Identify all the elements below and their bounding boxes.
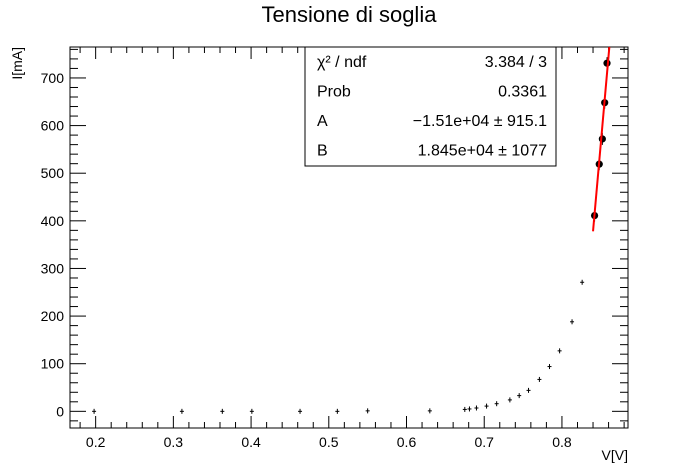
x-tick-label: 0.6	[397, 434, 417, 450]
data-point	[427, 408, 432, 414]
stats-value: 3.384 / 3	[485, 54, 547, 71]
stats-label: Prob	[317, 84, 351, 101]
stats-box-border	[304, 46, 557, 167]
x-tick-label: 0.5	[319, 434, 339, 450]
data-point	[580, 279, 585, 285]
data-point	[557, 348, 562, 354]
x-tick-label: 0.3	[164, 434, 184, 450]
stats-label: A	[317, 113, 328, 130]
y-tick-label: 600	[41, 118, 65, 134]
fit-curve	[592, 46, 611, 232]
data-point	[249, 408, 254, 414]
data-point	[526, 387, 531, 393]
data-point	[462, 406, 467, 412]
y-tick-label: 100	[41, 356, 65, 372]
x-tick-label: 0.4	[241, 434, 261, 450]
data-point	[179, 408, 184, 414]
data-point	[537, 376, 542, 382]
data-point	[570, 319, 575, 325]
data-point	[298, 408, 303, 414]
stats-value: −1.51e+04 ± 915.1	[413, 113, 547, 130]
data-point	[547, 364, 552, 370]
data-point	[474, 405, 479, 411]
data-point	[220, 408, 225, 414]
stats-box: χ² / ndf 3.384 / 3 Prob 0.3361 A −1.51e+04 ± …	[304, 46, 557, 167]
stats-value: 1.845e+04 ± 1077	[418, 143, 547, 160]
x-axis: 0.2 0.3 0.4 0.5 0.6 0.7 0.8	[79, 47, 625, 450]
y-tick-label: 200	[41, 308, 65, 324]
data-point	[365, 408, 370, 414]
y-tick-label: 400	[41, 213, 65, 229]
stats-label: χ² / ndf	[317, 54, 367, 71]
data-point	[92, 408, 97, 414]
data-point	[494, 401, 499, 407]
chart-title: Tensione di soglia	[262, 2, 438, 27]
data-point	[517, 393, 522, 399]
data-point	[507, 397, 512, 403]
y-axis: 0 100 200 300 400 500 600 700	[41, 48, 628, 422]
data-point	[335, 408, 340, 414]
stats-value: 0.3361	[498, 84, 547, 101]
x-axis-label: V[V]	[602, 447, 628, 463]
y-tick-label: 500	[41, 165, 65, 181]
x-tick-label: 0.7	[474, 434, 494, 450]
fit-line	[592, 46, 611, 232]
y-tick-label: 700	[41, 70, 65, 86]
x-tick-label: 0.2	[86, 434, 106, 450]
data-point	[484, 403, 489, 409]
y-tick-label: 300	[41, 260, 65, 276]
x-tick-label: 0.8	[552, 434, 572, 450]
y-axis-label: I[mA]	[9, 47, 25, 80]
y-tick-label: 0	[56, 403, 64, 419]
data-point	[467, 406, 472, 412]
stats-label: B	[317, 143, 328, 160]
